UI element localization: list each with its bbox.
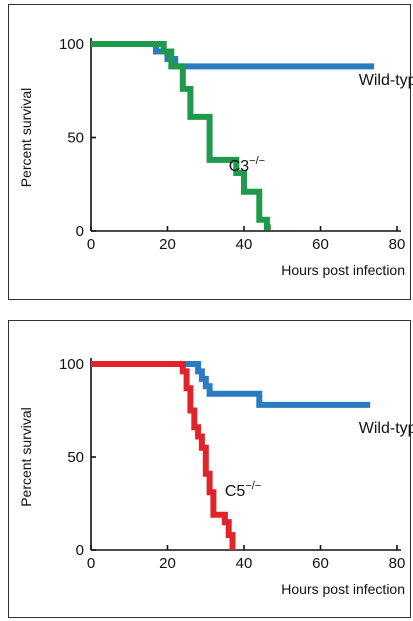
y-tick-label: 0 bbox=[76, 542, 84, 559]
series-label-name: Wild-type bbox=[359, 72, 413, 89]
series-line-c3 bbox=[91, 41, 271, 231]
series-label: C3−/− bbox=[229, 155, 265, 175]
x-axis-title: Hours post infection bbox=[281, 262, 405, 278]
survival-chart-panel-bottom: 0 20 40 60 80 0 50 100 Hours post infection Perce… bbox=[8, 320, 413, 618]
series-label-superscript: −/− bbox=[245, 480, 261, 492]
series-label-name: C5 bbox=[225, 483, 246, 500]
y-axis-title: Percent survival bbox=[18, 88, 34, 188]
series-label-name: Wild-type bbox=[359, 420, 413, 437]
x-tick-label: 0 bbox=[87, 555, 95, 572]
series-label: Wild-type bbox=[359, 72, 413, 89]
x-tick-label: 80 bbox=[389, 555, 406, 572]
y-tick-label: 0 bbox=[76, 223, 84, 240]
x-tick-label: 40 bbox=[236, 555, 253, 572]
survival-chart-top: 0 20 40 60 80 0 50 100 Hours post infection Perce… bbox=[18, 36, 413, 278]
series-line-wild-type bbox=[91, 41, 375, 70]
x-tick-label: 0 bbox=[87, 236, 95, 253]
x-tick-label: 20 bbox=[159, 555, 176, 572]
y-tick-label: 100 bbox=[59, 356, 84, 373]
x-tick-label: 40 bbox=[236, 236, 253, 253]
series-label: C5−/− bbox=[225, 480, 261, 500]
x-axis-title: Hours post infection bbox=[281, 581, 405, 597]
y-axis-title: Percent survival bbox=[18, 407, 34, 507]
x-tick-label: 20 bbox=[159, 236, 176, 253]
y-tick-label: 100 bbox=[59, 36, 84, 53]
survival-chart-bottom: 0 20 40 60 80 0 50 100 Hours post infection Perce… bbox=[18, 356, 413, 597]
x-tick-label: 80 bbox=[389, 236, 406, 253]
series-line-wild-type bbox=[91, 361, 371, 408]
x-tick-label: 60 bbox=[312, 555, 329, 572]
x-tick-label: 60 bbox=[312, 236, 329, 253]
series-label: Wild-type bbox=[359, 420, 413, 437]
y-tick-label: 50 bbox=[67, 449, 84, 466]
y-tick-label: 50 bbox=[67, 130, 84, 147]
survival-chart-panel-top: 0 20 40 60 80 0 50 100 Hours post infection Perce… bbox=[8, 4, 413, 300]
series-label-superscript: −/− bbox=[249, 155, 265, 167]
series-line-c5 bbox=[91, 361, 236, 550]
series-label-name: C3 bbox=[229, 158, 250, 175]
